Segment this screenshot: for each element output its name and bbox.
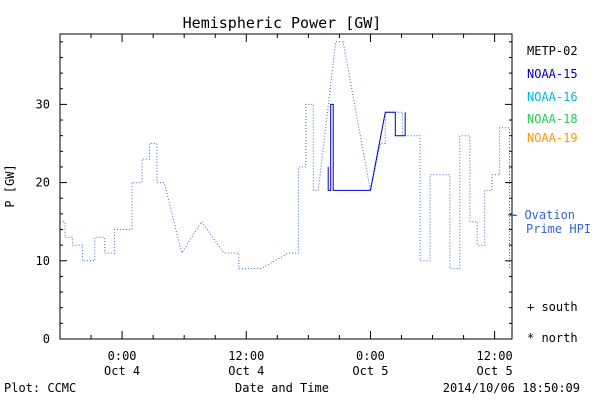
y-axis-label: P [GW] — [3, 164, 17, 207]
legend-entry-noaa-16: NOAA-16 — [527, 90, 578, 104]
legend-ovation-line1: — Ovation — [510, 208, 575, 222]
legend-entry-noaa-19: NOAA-19 — [527, 131, 578, 145]
x-tick-label-time: 12:00 — [228, 349, 264, 363]
series-layer — [60, 41, 516, 270]
x-tick-label-date: Oct 5 — [477, 364, 513, 378]
x-tick-label-time: 12:00 — [477, 349, 513, 363]
chart-title: Hemispheric Power [GW] — [183, 14, 382, 32]
legend: METP-02 NOAA-15 NOAA-16 NOAA-18 NOAA-19 … — [510, 44, 591, 345]
plot-frame — [59, 33, 513, 340]
legend-entry-noaa-15: NOAA-15 — [527, 67, 578, 81]
x-tick-label-time: 0:00 — [356, 349, 385, 363]
plot-credit: Plot: CCMC — [4, 381, 76, 395]
x-tick-label-date: Oct 4 — [228, 364, 264, 378]
plot-timestamp: 2014/10/06 18:50:09 — [443, 381, 580, 395]
x-axis-label: Date and Time — [235, 381, 329, 395]
x-tick-label-date: Oct 5 — [352, 364, 388, 378]
series-line-ovation-prime-hpi — [60, 41, 510, 270]
y-tick-label: 20 — [36, 176, 50, 190]
legend-marker-north: * north — [527, 331, 578, 345]
y-axis: 0 10 20 30 — [36, 41, 512, 346]
y-tick-label: 30 — [36, 97, 50, 111]
y-tick-label: 10 — [36, 254, 50, 268]
legend-entry-noaa-18: NOAA-18 — [527, 112, 578, 126]
x-tick-label-date: Oct 4 — [104, 364, 140, 378]
x-tick-label-time: 0:00 — [108, 349, 137, 363]
y-tick-label: 0 — [43, 332, 50, 346]
legend-marker-south: + south — [527, 300, 578, 314]
legend-entry-metp-02: METP-02 — [527, 44, 578, 58]
legend-ovation-line2: Prime HPI — [526, 222, 591, 236]
series-line-noaa-15 — [327, 103, 406, 191]
